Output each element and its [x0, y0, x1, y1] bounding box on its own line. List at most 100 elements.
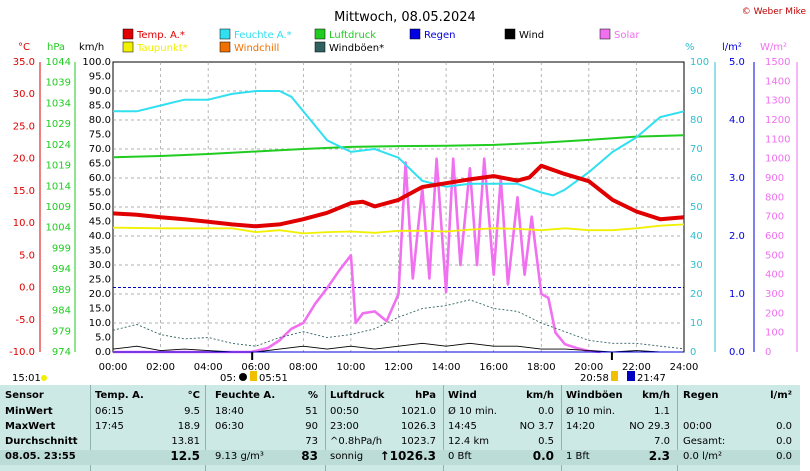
legend-swatch: [314, 41, 326, 53]
table-cell: Durchschnitt: [5, 436, 78, 447]
weather-chart: Mittwoch, 08.05.2024 © Weber Mike °C hPa…: [9, 7, 806, 384]
stats-table: Sensor Temp. A. °C Feuchte A.% Luftdruck hPa W…: [0, 385, 800, 471]
tick-temp: 30.0: [13, 89, 35, 100]
table-cell: 0.0: [538, 406, 554, 417]
table-cell: 2.3: [648, 449, 670, 463]
tick-solar: 900: [765, 173, 784, 184]
legend-label: Luftdruck: [329, 30, 376, 41]
tick-pressure: 1024: [46, 140, 71, 151]
tick-pressure: 1034: [46, 98, 71, 109]
left-time: 15:01: [12, 373, 41, 384]
table-cell: Gesamt:: [683, 436, 726, 447]
table-cell: 0.0: [776, 421, 792, 432]
legend: Temp. A.* Feuchte A.* Luftdruck Regen Wind So…: [122, 28, 640, 54]
tick-solar: 0: [765, 347, 771, 358]
tick-rain: 3.0: [729, 173, 745, 184]
series-taupunkt: [112, 223, 685, 235]
tick-temp: 35.0: [13, 57, 35, 68]
tick-wind: 20.0: [89, 289, 111, 300]
legend-label: Windböen*: [329, 43, 384, 54]
table-cell: MinWert: [5, 406, 53, 417]
table-cell: 13.81: [171, 436, 200, 447]
table-cell: 23:00: [330, 421, 359, 432]
tick-solar: 1500: [765, 57, 790, 68]
legend-swatch: [219, 41, 231, 53]
table-cell: km/h: [526, 390, 554, 401]
tick-wind: 95.0: [89, 72, 111, 83]
tick-time: 22:00: [622, 362, 651, 373]
tick-wind: 90.0: [89, 86, 111, 97]
tick-pressure: 1039: [46, 78, 71, 89]
tick-humidity: 30: [690, 260, 703, 271]
tick-solar: 100: [765, 328, 784, 339]
table-cell: NO 3.7: [519, 421, 554, 432]
tick-time: 04:00: [194, 362, 223, 373]
table-cell: Luftdruck: [330, 390, 385, 401]
tick-rain: 4.0: [729, 115, 745, 126]
unit-rain: l/m²: [722, 42, 742, 53]
table-cell: 0 Bft: [448, 451, 472, 462]
tick-wind: 55.0: [89, 188, 111, 199]
tick-wind: 25.0: [89, 275, 111, 286]
tick-wind: 0.0: [95, 347, 111, 358]
tick-time: 02:00: [146, 362, 175, 373]
table-cell: Wind: [448, 390, 477, 401]
table-row: Sensor Temp. A. °C Feuchte A.% Luftdruck hPa W…: [0, 389, 800, 404]
sunrise-icon: [250, 371, 257, 381]
legend-label: Wind: [519, 30, 544, 41]
tick-solar: 1200: [765, 115, 790, 126]
tick-solar: 1300: [765, 96, 790, 107]
series-solar: [113, 157, 601, 354]
table-cell: 0.0: [532, 449, 554, 463]
tick-pressure: 999: [52, 243, 71, 254]
tick-time: 12:00: [384, 362, 413, 373]
tick-solar: 200: [765, 308, 784, 319]
table-row: Durchschnitt 13.81 73 ^0.8hPa/h 1023.7 12.4 k…: [0, 435, 800, 450]
tick-temp: -5.0: [15, 315, 35, 326]
tick-wind: 50.0: [89, 202, 111, 213]
table-cell: Feuchte A.: [215, 390, 276, 401]
tick-pressure: 1014: [46, 181, 71, 192]
legend-swatch: [122, 41, 134, 53]
legend-label: Feuchte A.*: [234, 30, 292, 41]
moonset-time: 21:47: [637, 373, 666, 384]
table-cell: sonnig: [330, 451, 364, 462]
table-cell: 06:15: [95, 406, 124, 417]
unit-humidity: %: [685, 42, 695, 53]
tick-pressure: 994: [52, 264, 71, 275]
tick-pressure: 1029: [46, 119, 71, 130]
table-cell: °C: [187, 390, 200, 401]
tick-humidity: 40: [690, 231, 703, 242]
table-row: 08.05. 23:55 12.5 9.13 g/m³ 83 sonnig ↑1026.3…: [0, 449, 800, 465]
axes: 100.095.090.085.080.075.070.065.060.055.…: [9, 57, 798, 373]
tick-wind: 75.0: [89, 130, 111, 141]
table-cell: 00:00: [683, 421, 712, 432]
tick-time: 06:00: [241, 362, 270, 373]
tick-wind: 60.0: [89, 173, 111, 184]
legend-swatch: [219, 28, 231, 40]
tick-solar: 1000: [765, 154, 790, 165]
series-wind: [112, 342, 684, 353]
table-cell: Regen: [683, 390, 719, 401]
tick-temp: 10.0: [13, 218, 35, 229]
tick-solar: 1100: [765, 134, 790, 145]
tick-temp: -10.0: [9, 347, 35, 358]
table-cell: NO 29.3: [629, 421, 670, 432]
legend-label: Solar: [614, 30, 640, 41]
legend-label: Regen: [424, 30, 456, 41]
table-cell: 14:20: [566, 421, 595, 432]
tick-pressure: 1044: [46, 57, 71, 68]
legend-label: Windchill: [234, 43, 279, 54]
table-cell: Windböen: [566, 390, 623, 401]
tick-wind: 15.0: [89, 304, 111, 315]
tick-pressure: 974: [52, 347, 71, 358]
tick-solar: 600: [765, 231, 784, 242]
tick-temp: 25.0: [13, 121, 35, 132]
tick-time: 16:00: [479, 362, 508, 373]
table-cell: 7.0: [654, 436, 670, 447]
table-cell: 18:40: [215, 406, 244, 417]
table-cell: 90: [305, 421, 318, 432]
table-cell: 1023.7: [401, 436, 436, 447]
tick-pressure: 1009: [46, 202, 71, 213]
table-cell: 17:45: [95, 421, 124, 432]
